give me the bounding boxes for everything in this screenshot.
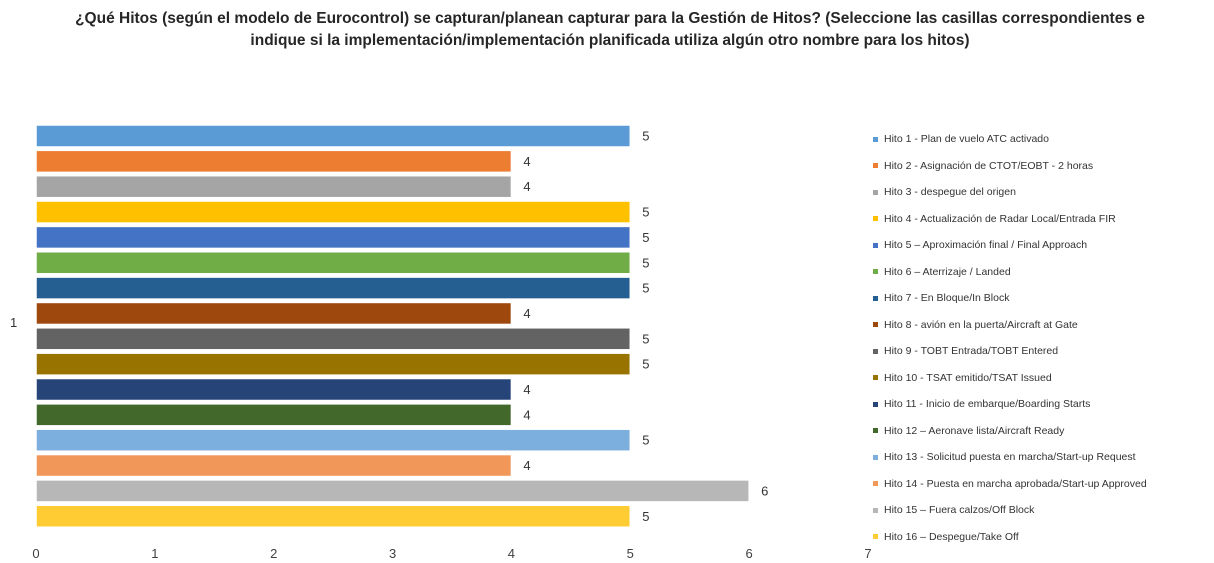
legend-item-hito-8: Hito 8 - avión en la puerta/Aircraft at …	[873, 312, 1213, 339]
x-tick-label-4: 4	[508, 546, 515, 561]
data-label-hito-15: 6	[761, 483, 768, 498]
legend-swatch	[873, 189, 878, 195]
data-label-hito-16: 5	[642, 509, 649, 524]
x-tick-label-0: 0	[32, 546, 39, 561]
legend-label: Hito 13 - Solicitud puesta en marcha/Sta…	[884, 451, 1136, 464]
legend-label: Hito 10 - TSAT emitido/TSAT Issued	[884, 371, 1052, 384]
legend-label: Hito 14 - Puesta en marcha aprobada/Star…	[884, 477, 1147, 490]
legend-swatch	[873, 401, 878, 407]
legend-label: Hito 6 – Aterrizaje / Landed	[884, 265, 1011, 278]
bar-hito-12	[35, 403, 513, 427]
x-tick-label-5: 5	[627, 546, 634, 561]
data-label-hito-6: 5	[642, 255, 649, 270]
bar-hito-2	[35, 149, 513, 174]
legend-label: Hito 8 - avión en la puerta/Aircraft at …	[884, 318, 1078, 331]
legend-item-hito-7: Hito 7 - En Bloque/In Block	[873, 285, 1213, 312]
legend-label: Hito 2 - Asignación de CTOT/EOBT - 2 hor…	[884, 159, 1094, 172]
x-tick-label-3: 3	[389, 546, 396, 561]
legend-item-hito-10: Hito 10 - TSAT emitido/TSAT Issued	[873, 365, 1213, 392]
legend-label: Hito 4 - Actualización de Radar Local/En…	[884, 212, 1116, 225]
data-label-hito-8: 4	[523, 306, 530, 321]
data-label-hito-11: 4	[523, 382, 530, 397]
bar-hito-11	[35, 377, 513, 402]
x-tick-label-2: 2	[270, 546, 277, 561]
data-label-hito-5: 5	[642, 230, 649, 245]
data-label-hito-7: 5	[642, 281, 649, 296]
bar-hito-7	[35, 276, 632, 300]
legend-swatch	[873, 534, 878, 540]
legend-label: Hito 12 – Aeronave lista/Aircraft Ready	[884, 424, 1065, 437]
legend-label: Hito 7 - En Bloque/In Block	[884, 292, 1010, 305]
data-label-hito-1: 5	[642, 129, 649, 144]
legend-label: Hito 15 – Fuera calzos/Off Block	[884, 504, 1035, 517]
legend-item-hito-11: Hito 11 - Inicio de embarque/Boarding St…	[873, 391, 1213, 418]
legend-item-hito-3: Hito 3 - despegue del origen	[873, 179, 1213, 206]
legend-label: Hito 9 - TOBT Entrada/TOBT Entered	[884, 345, 1059, 358]
legend-swatch	[873, 242, 878, 248]
legend-label: Hito 1 - Plan de vuelo ATC activado	[884, 133, 1049, 146]
chart-legend: Hito 1 - Plan de vuelo ATC activado Hito …	[873, 126, 1213, 550]
legend-swatch	[873, 163, 878, 169]
bar-hito-9	[35, 327, 632, 351]
bar-hito-15	[35, 479, 750, 503]
legend-swatch	[873, 348, 878, 354]
data-label-hito-9: 5	[642, 331, 649, 346]
data-label-hito-12: 4	[523, 407, 530, 422]
legend-label: Hito 3 - despegue del origen	[884, 186, 1016, 199]
bar-hito-3	[35, 174, 513, 199]
legend-item-hito-2: Hito 2 - Asignación de CTOT/EOBT - 2 hor…	[873, 153, 1213, 180]
bar-hito-16	[35, 504, 632, 528]
category-label: 1	[10, 315, 18, 330]
bar-hito-10	[35, 352, 632, 376]
data-label-hito-10: 5	[642, 357, 649, 372]
legend-item-hito-4: Hito 4 - Actualización de Radar Local/En…	[873, 206, 1213, 233]
legend-swatch	[873, 295, 878, 301]
legend-item-hito-16: Hito 16 – Despegue/Take Off	[873, 524, 1213, 551]
x-tick-label-1: 1	[151, 546, 158, 561]
legend-item-hito-5: Hito 5 – Aproximación final / Final Appr…	[873, 232, 1213, 259]
legend-swatch	[873, 322, 878, 328]
legend-swatch	[873, 428, 878, 434]
legend-swatch	[873, 481, 878, 487]
legend-swatch	[873, 507, 878, 513]
x-tick-label-6: 6	[746, 546, 753, 561]
data-label-hito-4: 5	[642, 205, 649, 220]
legend-item-hito-14: Hito 14 - Puesta en marcha aprobada/Star…	[873, 471, 1213, 498]
legend-item-hito-13: Hito 13 - Solicitud puesta en marcha/Sta…	[873, 444, 1213, 471]
legend-swatch	[873, 454, 878, 460]
bar-hito-8	[35, 301, 513, 326]
legend-item-hito-15: Hito 15 – Fuera calzos/Off Block	[873, 497, 1213, 524]
legend-item-hito-6: Hito 6 – Aterrizaje / Landed	[873, 259, 1213, 286]
chart-title: ¿Qué Hitos (según el modelo de Eurocontr…	[75, 10, 1145, 49]
data-label-hito-2: 4	[523, 154, 530, 169]
legend-swatch	[873, 375, 878, 381]
bar-hito-5	[35, 225, 632, 250]
legend-label: Hito 11 - Inicio de embarque/Boarding St…	[884, 398, 1091, 411]
legend-swatch	[873, 269, 878, 275]
legend-item-hito-12: Hito 12 – Aeronave lista/Aircraft Ready	[873, 418, 1213, 445]
legend-item-hito-9: Hito 9 - TOBT Entrada/TOBT Entered	[873, 338, 1213, 365]
bar-hito-14	[35, 453, 513, 478]
data-label-hito-14: 4	[523, 458, 530, 473]
data-label-hito-3: 4	[523, 179, 530, 194]
x-tick-label-7: 7	[864, 546, 871, 561]
legend-item-hito-1: Hito 1 - Plan de vuelo ATC activado	[873, 126, 1213, 153]
bar-hito-6	[35, 251, 632, 275]
legend-swatch	[873, 136, 878, 142]
bar-hito-13	[35, 428, 632, 452]
legend-label: Hito 5 – Aproximación final / Final Appr…	[884, 239, 1088, 252]
legend-swatch	[873, 216, 878, 222]
data-label-hito-13: 5	[642, 433, 649, 448]
bar-hito-4	[35, 200, 632, 224]
legend-label: Hito 16 – Despegue/Take Off	[884, 530, 1019, 543]
bar-hito-1	[35, 124, 632, 148]
